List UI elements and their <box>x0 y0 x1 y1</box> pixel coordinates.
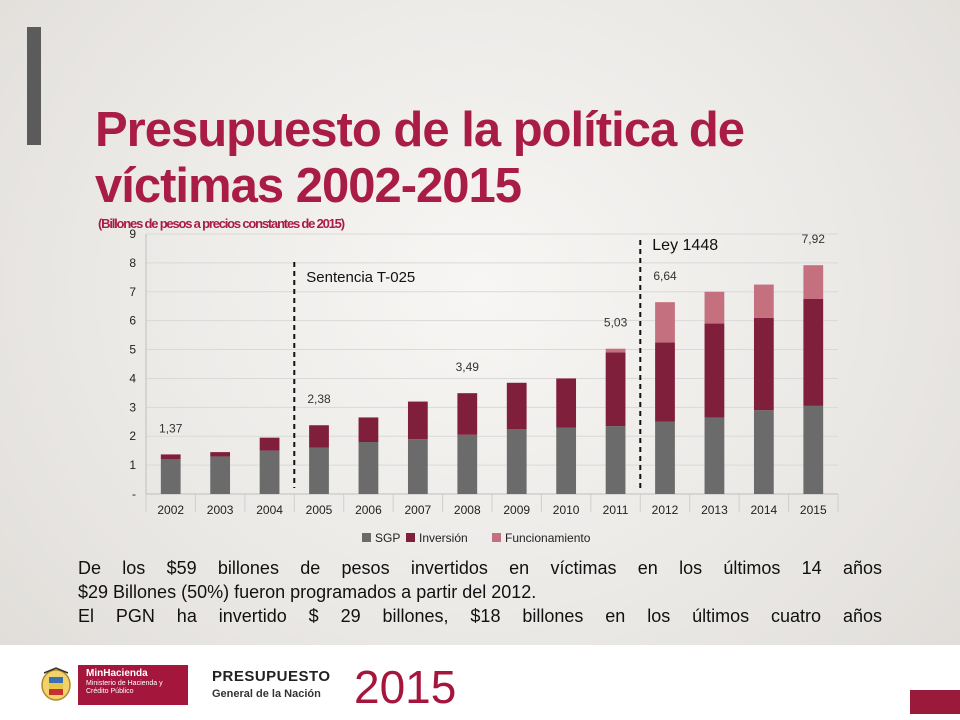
y-tick-label: 9 <box>129 227 136 241</box>
bar-inversión <box>407 401 428 440</box>
bar-inversión <box>160 454 181 460</box>
bar-inversión <box>605 352 626 427</box>
data-label: 7,92 <box>802 232 826 246</box>
y-tick-label: 3 <box>129 400 136 414</box>
x-tick-label: 2011 <box>603 503 629 517</box>
stacked-bar-chart: - 1 2 3 4 5 6 7 8 9 2002 2003 2004 2005 2006 2007 2008 20… <box>129 227 839 545</box>
bar-sgp <box>803 405 824 494</box>
x-tick-label: 2003 <box>207 503 234 517</box>
bar-inversión <box>753 317 774 411</box>
x-tick-label: 2010 <box>553 503 580 517</box>
y-tick-label: 7 <box>129 285 136 299</box>
accent-bar <box>27 27 41 145</box>
y-tick-label: 4 <box>129 371 136 385</box>
data-label: 5,03 <box>604 316 628 330</box>
bar-inversión <box>704 323 725 418</box>
bar-sgp <box>655 421 675 494</box>
x-tick-label: 2004 <box>256 503 283 517</box>
bar-inversión <box>655 342 675 422</box>
y-tick-label: 6 <box>129 314 136 328</box>
ministry-name: MinHacienda <box>86 668 148 679</box>
bar-sgp <box>259 450 280 494</box>
bar-inversión <box>457 393 478 435</box>
annotation-label: Ley 1448 <box>652 237 718 254</box>
legend-label: Inversión <box>419 531 468 545</box>
data-label: 6,64 <box>653 269 677 283</box>
bar-sgp <box>210 456 231 494</box>
corner-accent <box>910 690 960 714</box>
bar-sgp <box>556 427 577 494</box>
colombia-crest-icon <box>41 667 71 701</box>
x-tick-label: 2007 <box>405 503 432 517</box>
minhacienda-logo: MinHacienda Ministerio de Hacienda y Cré… <box>78 665 188 705</box>
legend-label: Funcionamiento <box>505 531 591 545</box>
bar-sgp <box>160 459 181 494</box>
bar-sgp <box>457 434 478 494</box>
bar-funcionamiento <box>753 284 774 318</box>
y-tick-label: 1 <box>129 458 136 472</box>
x-tick-label: 2005 <box>306 503 333 517</box>
ministry-subtitle: Ministerio de Hacienda y Crédito Público <box>86 680 163 695</box>
bar-funcionamiento <box>803 265 824 299</box>
y-tick-label: 2 <box>129 429 136 443</box>
description-line-2: $29 Billones (50%) fueron programados a … <box>78 582 537 602</box>
annotation-label: Sentencia T-025 <box>306 269 415 286</box>
bar-inversión <box>506 382 527 429</box>
x-tick-label: 2012 <box>652 503 679 517</box>
x-tick-label: 2006 <box>355 503 382 517</box>
description: De los $59 billones de pesos invertidos … <box>78 556 882 628</box>
data-label: 1,37 <box>159 421 183 435</box>
bar-sgp <box>358 442 379 494</box>
y-tick-label: 8 <box>129 256 136 270</box>
bar-funcionamiento <box>655 302 675 343</box>
x-tick-label: 2015 <box>800 503 827 517</box>
x-tick-label: 2013 <box>701 503 728 517</box>
slide-subtitle: (Billones de pesos a precios constantes … <box>98 216 345 231</box>
slide-title: Presupuesto de la política de víctimas 2… <box>95 103 745 213</box>
description-line-1: De los $59 billones de pesos invertidos … <box>78 558 882 578</box>
bar-sgp <box>753 410 774 494</box>
bar-sgp <box>506 429 527 494</box>
bar-funcionamiento <box>605 348 626 353</box>
bar-inversión <box>210 452 231 457</box>
presupuesto-label: PRESUPUESTO <box>212 668 331 685</box>
y-tick-label: 5 <box>129 343 136 357</box>
bar-inversión <box>358 417 379 442</box>
presupuesto-year: 2015 <box>354 661 457 713</box>
data-label: 2,38 <box>307 392 331 406</box>
bar-inversión <box>259 437 280 451</box>
bar-sgp <box>407 439 428 494</box>
nacion-label: General de la Nación <box>212 688 321 700</box>
x-tick-label: 2014 <box>751 503 778 517</box>
legend-swatch <box>362 533 371 542</box>
bar-sgp <box>605 426 626 494</box>
bar-funcionamiento <box>704 291 725 324</box>
description-line-3: El PGN ha invertido $ 29 billones, $18 b… <box>78 606 882 626</box>
legend-label: SGP <box>375 531 400 545</box>
bar-sgp <box>309 447 329 494</box>
x-tick-label: 2002 <box>157 503 184 517</box>
legend-swatch <box>492 533 501 542</box>
bar-inversión <box>556 378 577 428</box>
y-tick-label: - <box>132 487 136 501</box>
bar-sgp <box>704 417 725 494</box>
legend-swatch <box>406 533 415 542</box>
data-label: 3,49 <box>456 360 480 374</box>
x-tick-label: 2008 <box>454 503 481 517</box>
bar-inversión <box>309 425 329 448</box>
x-tick-label: 2009 <box>503 503 530 517</box>
bar-inversión <box>803 299 824 406</box>
